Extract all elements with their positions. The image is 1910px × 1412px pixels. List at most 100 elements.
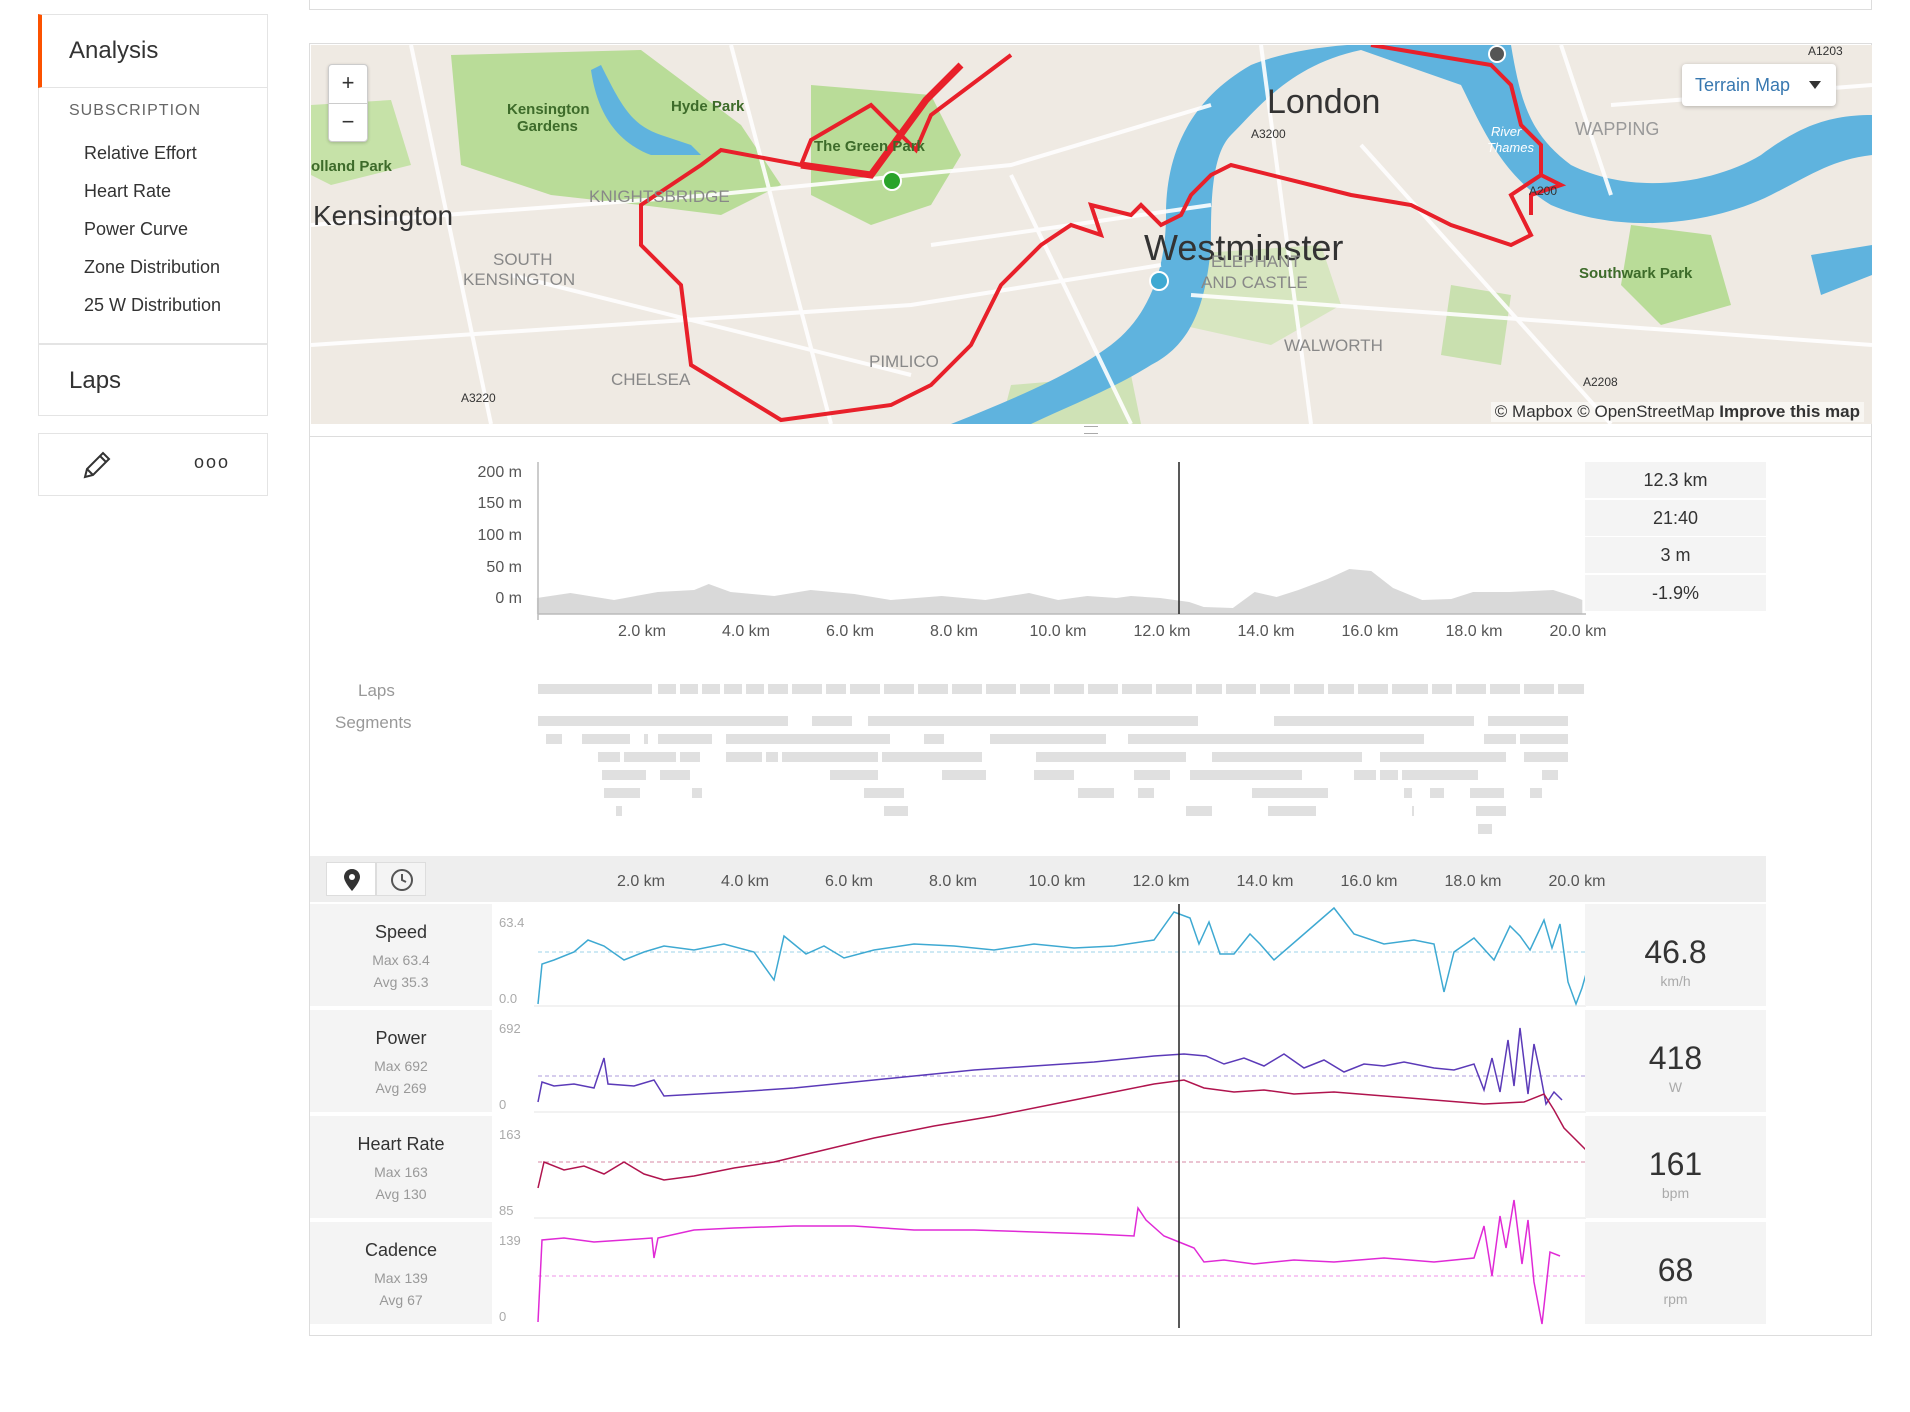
sidebar-item-relative-effort[interactable]: Relative Effort	[84, 143, 197, 163]
map-label-thames: Thames	[1487, 140, 1534, 155]
distance-tab[interactable]	[326, 862, 376, 896]
sidebar-item-analysis[interactable]: Analysis	[38, 14, 268, 88]
clock-icon	[391, 869, 413, 891]
attribution-text[interactable]: © Mapbox © OpenStreetMap	[1494, 402, 1715, 421]
map-resize-handle[interactable]	[1084, 426, 1098, 434]
time-tab[interactable]	[376, 862, 426, 896]
stream-ymax: 163	[499, 1127, 521, 1142]
cadence-row-label: Cadence Max 139 Avg 67	[310, 1222, 492, 1324]
stream-avg: Avg 269	[375, 1080, 427, 1096]
elevation-chart[interactable]	[534, 462, 1586, 622]
stream-unit: km/h	[1660, 973, 1691, 989]
map-label-holland-park: olland Park	[311, 158, 393, 175]
map-label-a3220: A3220	[461, 391, 496, 405]
map-label-chelsea: CHELSEA	[611, 370, 691, 389]
map-label-knightsbridge: KNIGHTSBRIDGE	[589, 187, 730, 206]
stream-unit: bpm	[1661, 1185, 1690, 1201]
segments-chart[interactable]	[534, 680, 1586, 840]
elev-x-tick: 14.0 km	[1237, 623, 1295, 640]
laps-label: Laps	[69, 367, 122, 394]
map-label-wapping: WAPPING	[1575, 119, 1659, 139]
cursor-grade: -1.9%	[1585, 575, 1766, 611]
elev-x-tick: 12.0 km	[1133, 623, 1191, 640]
more-dots-icon[interactable]: ooo	[194, 452, 231, 472]
stream-ymax: 692	[499, 1021, 521, 1036]
map-label-kensington: Kensington	[313, 200, 453, 231]
map-label-walworth: WALWORTH	[1284, 336, 1383, 355]
stream-x-tick: 4.0 km	[720, 873, 769, 890]
sidebar-item-laps[interactable]: Laps	[38, 344, 268, 416]
elev-y-tick: 0 m	[495, 590, 522, 607]
stream-name: Speed	[374, 922, 428, 942]
subscription-heading: SUBSCRIPTION	[69, 102, 202, 119]
elev-x-tick: 4.0 km	[721, 623, 770, 640]
map-pin-icon	[344, 869, 360, 891]
stream-ymin: 0	[499, 1309, 507, 1324]
stream-x-tick: 20.0 km	[1548, 873, 1606, 890]
map-label-south-kensington: KENSINGTON	[463, 270, 575, 289]
action-toolbar: ooo	[38, 433, 268, 496]
divider	[310, 436, 1871, 437]
map-label-kensington-gardens: Kensington	[507, 101, 590, 118]
power-current-value: 418 W	[1585, 1010, 1766, 1112]
speed-row-label: Speed Max 63.4 Avg 35.3	[310, 904, 492, 1006]
map-label-and-castle: AND CASTLE	[1201, 273, 1308, 292]
map-label-pimlico: PIMLICO	[869, 352, 939, 371]
stream-avg: Avg 67	[379, 1292, 423, 1308]
stream-avg: Avg 130	[375, 1186, 427, 1202]
stream-value: 418	[1648, 1040, 1703, 1076]
streams-chart[interactable]	[534, 904, 1586, 1328]
map-type-dropdown[interactable]: Terrain Map	[1682, 64, 1836, 106]
map-label-a3200: A3200	[1251, 127, 1286, 141]
zoom-in-button[interactable]: +	[341, 70, 355, 95]
elev-x-tick: 8.0 km	[929, 623, 978, 640]
sidebar-item-25w-distribution[interactable]: 25 W Distribution	[84, 295, 222, 315]
power-row-label: Power Max 692 Avg 269	[310, 1010, 492, 1112]
route-map[interactable]: London Westminster Kensington Hyde Park …	[311, 45, 1872, 424]
map-label-river: River	[1491, 124, 1522, 139]
subscription-section: SUBSCRIPTION Relative Effort Heart Rate …	[38, 88, 268, 344]
stream-x-tick: 16.0 km	[1340, 873, 1398, 890]
stream-ymin: 0.0	[499, 991, 518, 1006]
elev-y-tick: 50 m	[486, 559, 522, 576]
stream-unit: W	[1668, 1079, 1683, 1095]
pencil-icon[interactable]	[79, 449, 113, 483]
cursor-elevation: 3 m	[1585, 537, 1766, 573]
stream-ymin: 0	[499, 1097, 507, 1112]
stream-x-tick: 12.0 km	[1132, 873, 1190, 890]
elev-x-tick: 2.0 km	[617, 623, 666, 640]
elev-y-tick: 200 m	[477, 464, 522, 481]
map-attribution: © Mapbox © OpenStreetMap Improve this ma…	[1490, 402, 1864, 422]
sidebar-item-heart-rate[interactable]: Heart Rate	[84, 181, 172, 201]
elev-x-tick: 10.0 km	[1029, 623, 1087, 640]
map-canvas: London Westminster Kensington Hyde Park …	[311, 45, 1872, 424]
speed-current-value: 46.8 km/h	[1585, 904, 1766, 1006]
elev-x-tick: 20.0 km	[1549, 623, 1607, 640]
improve-map-link[interactable]: Improve this map	[1719, 402, 1860, 421]
stream-max: Max 139	[374, 1270, 428, 1286]
stream-max: Max 163	[374, 1164, 428, 1180]
zoom-out-button[interactable]: −	[329, 103, 367, 142]
stream-name: Power	[375, 1028, 427, 1048]
sidebar-item-power-curve[interactable]: Power Curve	[84, 219, 189, 239]
elev-x-tick: 6.0 km	[825, 623, 874, 640]
map-label-a1203: A1203	[1808, 45, 1843, 58]
sidebar-item-zone-distribution[interactable]: Zone Distribution	[84, 257, 221, 277]
stream-avg: Avg 35.3	[373, 974, 429, 990]
stream-unit: rpm	[1663, 1291, 1688, 1307]
elev-y-tick: 100 m	[477, 527, 522, 544]
map-label-gardens: Gardens	[517, 118, 578, 135]
heartrate-current-value: 161 bpm	[1585, 1116, 1766, 1218]
stream-ymax: 139	[499, 1233, 521, 1248]
map-label-a2208: A2208	[1583, 375, 1618, 389]
stream-x-tick: 6.0 km	[824, 873, 873, 890]
cursor-time: 21:40	[1585, 500, 1766, 536]
stream-name: Heart Rate	[357, 1134, 445, 1154]
map-label-elephant: ELEPHANT	[1211, 252, 1301, 271]
map-label-hyde-park: Hyde Park	[671, 98, 745, 115]
map-label-a200: A200	[1529, 184, 1557, 198]
stream-value: 68	[1657, 1252, 1694, 1288]
top-panel-edge	[309, 0, 1872, 10]
map-label-london: London	[1267, 83, 1380, 121]
heartrate-row-label: Heart Rate Max 163 Avg 130	[310, 1116, 492, 1218]
